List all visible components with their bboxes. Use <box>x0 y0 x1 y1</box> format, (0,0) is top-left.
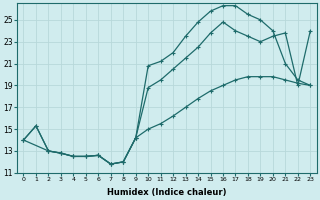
X-axis label: Humidex (Indice chaleur): Humidex (Indice chaleur) <box>107 188 227 197</box>
